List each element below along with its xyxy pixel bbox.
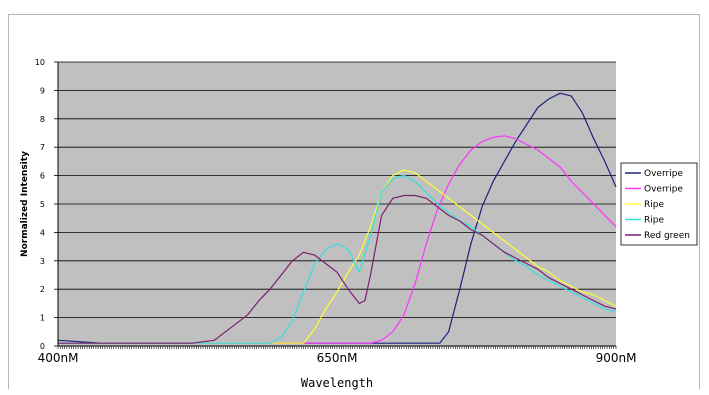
- series-line-3: [58, 169, 617, 344]
- y-tick-label-2: 2: [40, 285, 45, 294]
- y-tick-label-6: 6: [40, 172, 45, 181]
- legend-label-2: Overripe: [644, 185, 683, 195]
- legend: Overripe Overripe Ripe Ripe Red green: [620, 162, 698, 246]
- y-tick-label-7: 7: [40, 143, 45, 152]
- y-tick-label-4: 4: [40, 228, 45, 237]
- series-line-5: [58, 194, 617, 344]
- legend-label-4: Ripe: [644, 216, 664, 226]
- axes: [57, 62, 617, 349]
- series-line-4: [58, 175, 617, 344]
- legend-label-3: Ripe: [644, 200, 664, 210]
- legend-label-1: Overripe: [644, 169, 683, 179]
- grid-lines: [58, 61, 616, 319]
- y-tick-label-8: 8: [40, 115, 45, 124]
- y-tick-label-1: 1: [40, 314, 45, 323]
- series-lines: [57, 92, 617, 344]
- y-tick-label-10: 10: [35, 58, 45, 67]
- x-tick-label-650: 650nM: [317, 351, 358, 365]
- y-tick-label-9: 9: [40, 86, 45, 95]
- y-axis-title: Normalized Intensity: [20, 151, 30, 257]
- x-axis-title: Wavelength: [301, 376, 373, 390]
- legend-label-5: Red green: [644, 231, 690, 241]
- x-tick-label-900: 900nM: [596, 351, 637, 365]
- y-tick-label-3: 3: [40, 257, 45, 266]
- y-tick-label-0: 0: [40, 342, 45, 351]
- chart-frame: [8, 14, 700, 389]
- x-tick-label-400: 400nM: [38, 351, 79, 365]
- y-tick-labels: 0 1 2 3 4 5 6 7 8 9 10: [35, 58, 58, 351]
- x-tick-labels: 400nM 650nM 900nM: [38, 351, 637, 365]
- y-tick-label-5: 5: [40, 200, 45, 209]
